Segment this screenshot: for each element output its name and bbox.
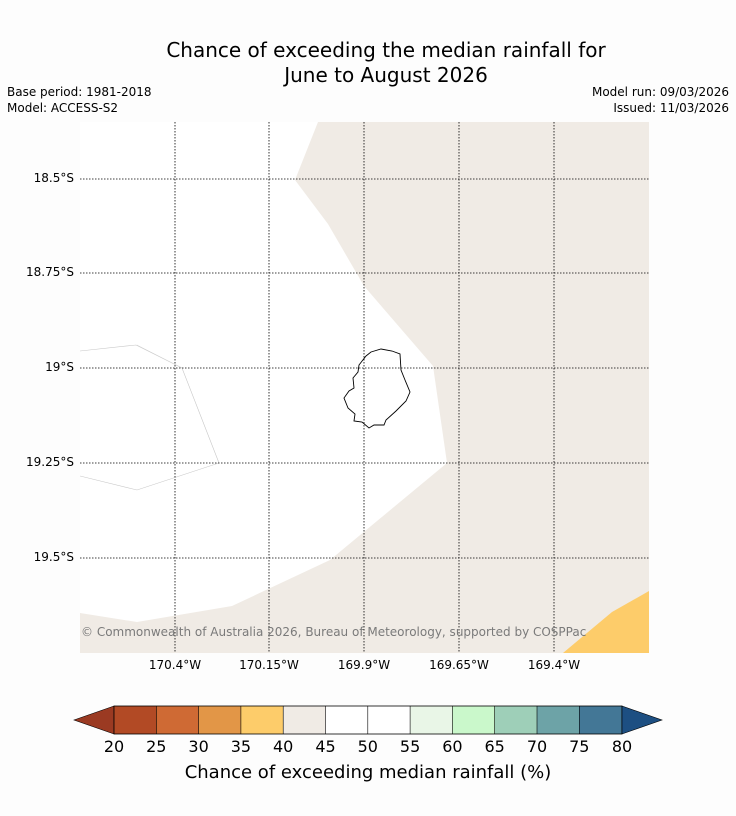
colorbar-tick-label: 25 bbox=[146, 737, 167, 756]
gridlines bbox=[80, 122, 649, 653]
colorbar-segment bbox=[240, 706, 284, 734]
map bbox=[80, 122, 649, 653]
colorbar-segment bbox=[410, 706, 453, 734]
colorbar-tick-label: 50 bbox=[357, 737, 378, 756]
colorbar-tick-label: 75 bbox=[569, 737, 590, 756]
title-line-1: Chance of exceeding the median rainfall … bbox=[166, 38, 606, 62]
copyright-notice: © Commonwealth of Australia 2026, Bureau… bbox=[81, 625, 587, 639]
base-period: Base period: 1981-2018 bbox=[7, 85, 152, 99]
colorbar-tick-label: 35 bbox=[230, 737, 252, 756]
contour-line-west bbox=[80, 344, 220, 491]
colorbar-over-arrow bbox=[621, 705, 663, 735]
model-run: Model run: 09/03/2026 bbox=[591, 85, 729, 99]
colorbar-segment bbox=[198, 706, 241, 734]
colorbar-tick-label: 60 bbox=[442, 737, 463, 756]
colorbar-segment bbox=[283, 706, 326, 734]
colorbar bbox=[73, 705, 663, 735]
colorbar-tick-label: 40 bbox=[273, 737, 294, 756]
meta-left: Base period: 1981-2018 Model: ACCESS-S2 bbox=[7, 84, 152, 116]
chart-title: Chance of exceeding the median rainfall … bbox=[0, 38, 736, 88]
lon-label: 169.4°W bbox=[527, 658, 581, 672]
lon-label: 169.9°W bbox=[337, 658, 391, 672]
colorbar-tick-label: 65 bbox=[484, 737, 505, 756]
issued-date: Issued: 11/03/2026 bbox=[613, 101, 729, 115]
lon-label: 170.15°W bbox=[239, 658, 299, 672]
colorbar-segment bbox=[114, 706, 157, 734]
niue-island-outline bbox=[343, 348, 411, 429]
colorbar-segment bbox=[579, 706, 622, 734]
region-40-45 bbox=[80, 122, 649, 653]
colorbar-segment bbox=[537, 706, 580, 734]
lon-label: 169.65°W bbox=[429, 658, 489, 672]
meta-right: Model run: 09/03/2026 Issued: 11/03/2026 bbox=[592, 84, 729, 116]
colorbar-tick-label: 55 bbox=[399, 737, 421, 756]
lon-label: 170.4°W bbox=[148, 658, 202, 672]
lat-label: 19°S bbox=[45, 360, 74, 374]
colorbar-tick-label: 20 bbox=[103, 737, 125, 756]
colorbar-tick-label: 70 bbox=[526, 737, 548, 756]
lat-label: 18.75°S bbox=[26, 265, 74, 279]
colorbar-segment bbox=[156, 706, 199, 734]
colorbar-under-arrow bbox=[73, 705, 115, 735]
lat-label: 18.5°S bbox=[33, 171, 74, 185]
colorbar-tick-label: 45 bbox=[315, 737, 336, 756]
lat-label: 19.25°S bbox=[26, 455, 74, 469]
colorbar-tick-label: 30 bbox=[188, 737, 209, 756]
colorbar-dividers bbox=[156, 706, 580, 734]
colorbar-segment bbox=[494, 706, 537, 734]
colorbar-segment bbox=[325, 706, 368, 734]
model-name: Model: ACCESS-S2 bbox=[7, 101, 119, 115]
colorbar-segment bbox=[452, 706, 495, 734]
region-35-40 bbox=[563, 591, 649, 653]
contour-line-inner bbox=[136, 344, 183, 369]
colorbar-tick-label: 80 bbox=[611, 737, 633, 756]
colorbar-title: Chance of exceeding median rainfall (%) bbox=[184, 762, 552, 783]
title-line-2: June to August 2026 bbox=[284, 63, 488, 87]
colorbar-segment bbox=[367, 706, 411, 734]
lat-label: 19.5°S bbox=[33, 550, 74, 564]
